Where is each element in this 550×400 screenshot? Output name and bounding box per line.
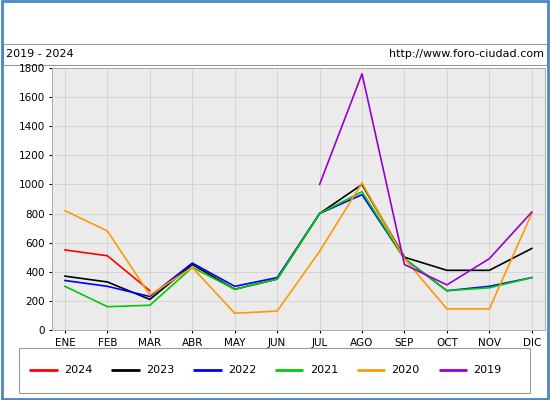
2021 [444,288,450,293]
2021 [62,284,68,289]
2020 [401,256,408,261]
2022 [62,278,68,283]
2021 [529,275,535,280]
2021 [316,211,323,216]
2024 [146,288,153,293]
2023 [189,262,196,267]
2022 [316,211,323,216]
2022 [401,256,408,261]
2020 [444,306,450,311]
Line: 2020: 2020 [65,183,532,313]
Text: 2022: 2022 [228,365,256,375]
Text: 2019: 2019 [474,365,502,375]
2022 [189,261,196,266]
Text: Evolucion Nº Turistas Nacionales en el municipio de Mas de las Matas: Evolucion Nº Turistas Nacionales en el m… [3,14,547,28]
2021 [232,287,238,292]
2023 [274,277,280,282]
2021 [104,304,111,309]
Text: 2020: 2020 [392,365,420,375]
FancyBboxPatch shape [3,44,547,65]
2020 [104,229,111,234]
2022 [104,284,111,289]
Line: 2019: 2019 [320,74,532,285]
2020 [189,265,196,270]
2020 [486,306,493,311]
Line: 2024: 2024 [65,250,150,291]
2022 [146,294,153,299]
2020 [359,180,365,185]
2019 [401,262,408,267]
2023 [104,280,111,284]
2020 [274,309,280,314]
2023 [146,297,153,302]
2020 [146,293,153,298]
FancyBboxPatch shape [19,348,530,394]
2022 [486,284,493,289]
2021 [146,303,153,308]
Text: 2023: 2023 [146,365,174,375]
2023 [529,246,535,251]
2022 [359,192,365,197]
2020 [316,249,323,254]
2022 [232,284,238,289]
2023 [359,182,365,187]
Text: 2021: 2021 [310,365,338,375]
2020 [529,211,535,216]
2019 [486,256,493,261]
Text: 2019 - 2024: 2019 - 2024 [6,49,73,59]
2024 [104,253,111,258]
2022 [274,275,280,280]
Text: 2024: 2024 [64,365,92,375]
2021 [401,256,408,261]
2022 [444,288,450,293]
2023 [62,274,68,278]
2023 [316,211,323,216]
2021 [274,277,280,282]
2021 [189,265,196,270]
2024 [62,248,68,252]
2023 [486,268,493,273]
Line: 2022: 2022 [65,195,532,296]
2020 [232,311,238,316]
2023 [401,255,408,260]
2021 [486,285,493,290]
Line: 2021: 2021 [65,192,532,307]
Line: 2023: 2023 [65,184,532,300]
2022 [529,275,535,280]
2019 [444,282,450,287]
2021 [359,189,365,194]
2020 [62,208,68,213]
2023 [444,268,450,273]
2019 [529,210,535,214]
2019 [359,72,365,76]
Text: http://www.foro-ciudad.com: http://www.foro-ciudad.com [389,49,544,59]
2019 [316,182,323,187]
2023 [232,287,238,292]
